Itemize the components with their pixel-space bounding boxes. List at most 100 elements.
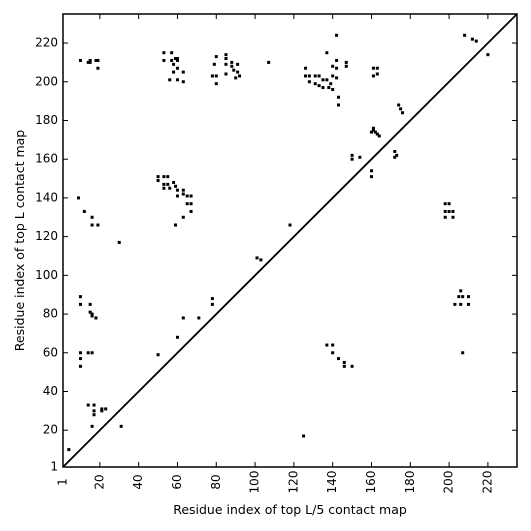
x-tick-label: 40 <box>131 474 145 489</box>
contact-point <box>172 70 176 74</box>
contact-point <box>166 175 170 179</box>
x-tick-label: 180 <box>403 471 417 494</box>
y-tick-label: 60 <box>43 345 58 359</box>
plot-frame <box>62 13 518 468</box>
contact-point <box>214 82 218 86</box>
contact-point <box>393 149 397 153</box>
contact-point <box>337 103 340 107</box>
contact-point <box>181 215 185 219</box>
contact-point <box>82 209 86 213</box>
contact-point <box>443 215 447 219</box>
contact-point <box>325 78 329 82</box>
contact-point <box>119 424 123 428</box>
contact-point <box>371 74 375 78</box>
contact-point <box>224 62 228 66</box>
contact-point <box>174 184 178 188</box>
contact-point <box>344 64 348 68</box>
contact-point <box>313 82 317 86</box>
contact-point <box>92 413 96 417</box>
contact-point <box>189 202 193 206</box>
y-tick-label: 160 <box>35 152 58 166</box>
contact-point <box>90 312 94 316</box>
contact-point <box>86 351 90 355</box>
contact-point <box>92 409 96 413</box>
contact-point <box>224 53 228 57</box>
contact-point <box>443 202 447 206</box>
contact-point <box>304 74 308 78</box>
contact-point <box>92 403 96 407</box>
contact-point <box>175 58 179 62</box>
contact-point <box>467 295 470 299</box>
contact-point <box>335 58 339 62</box>
contact-point <box>181 80 185 84</box>
contact-point <box>96 223 100 227</box>
contact-point <box>224 72 228 76</box>
contact-point <box>459 289 463 293</box>
contact-point <box>313 74 317 78</box>
contact-point <box>156 175 160 179</box>
contact-point <box>212 62 216 66</box>
contact-point <box>78 295 82 299</box>
contact-point <box>90 215 94 219</box>
contact-point <box>86 60 90 64</box>
contact-point <box>331 74 335 78</box>
contact-point <box>181 188 185 192</box>
contact-point <box>369 130 373 134</box>
contact-point <box>162 58 166 62</box>
contact-point <box>369 169 373 173</box>
y-tick-label: 20 <box>43 423 58 437</box>
contact-point <box>78 357 82 361</box>
contact-point <box>162 182 166 186</box>
contact-point <box>162 175 166 179</box>
contact-point <box>90 351 94 355</box>
contact-point <box>181 70 185 74</box>
contact-point <box>100 407 104 411</box>
contact-point <box>358 155 362 159</box>
contact-point <box>104 407 108 411</box>
contact-point <box>168 186 172 190</box>
x-tick-label: 220 <box>480 471 494 494</box>
contact-point <box>288 223 292 227</box>
x-axis-label: Residue index of top L/5 contact map <box>173 502 407 517</box>
contact-point <box>467 302 470 306</box>
contact-point <box>170 58 174 62</box>
contact-point <box>342 364 346 368</box>
contact-point <box>373 130 377 134</box>
contact-point <box>88 58 92 62</box>
contact-point <box>88 60 92 64</box>
contact-point <box>350 157 354 161</box>
contact-point <box>461 295 465 299</box>
contact-point <box>375 72 379 76</box>
contact-point <box>175 66 179 70</box>
contact-point <box>377 134 381 138</box>
contact-point <box>350 364 354 368</box>
contact-point <box>210 74 214 78</box>
contact-point <box>181 316 185 320</box>
contact-point <box>331 343 335 347</box>
contact-point <box>189 209 193 213</box>
contact-point <box>447 202 451 206</box>
contact-point <box>401 111 405 115</box>
x-tick-label: 60 <box>170 474 184 489</box>
contact-point <box>486 53 490 57</box>
contact-point <box>335 76 339 80</box>
contact-point <box>453 302 457 306</box>
contact-point <box>172 180 176 184</box>
contact-point <box>375 66 379 70</box>
contact-point <box>77 196 81 200</box>
contact-point <box>166 182 170 186</box>
contact-point <box>369 175 373 179</box>
contact-point <box>307 74 311 78</box>
x-tick-label: 200 <box>442 471 456 494</box>
contact-point <box>236 62 240 66</box>
contact-point <box>170 51 174 55</box>
y-tick-label: 200 <box>35 74 58 88</box>
y-tick-label: 100 <box>35 268 58 282</box>
contact-point <box>210 302 214 306</box>
contact-point <box>224 57 228 61</box>
contact-points <box>67 33 490 452</box>
contact-point <box>238 74 242 78</box>
contact-point <box>331 351 335 355</box>
